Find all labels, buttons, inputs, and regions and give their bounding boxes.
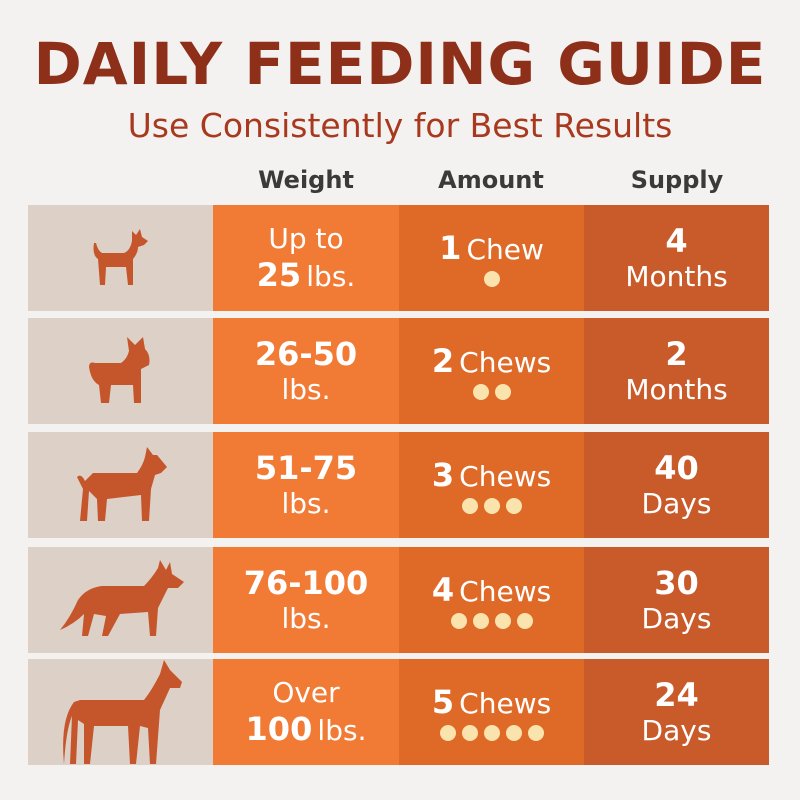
great-dane-icon [56, 659, 186, 765]
amount-unit: Chews [459, 459, 552, 493]
weight-unit: lbs. [281, 602, 331, 636]
weight-label: 51-75 [254, 449, 358, 487]
weight-label: 76-100 [243, 564, 369, 602]
chew-icon [450, 613, 467, 630]
supply-value: 30 [654, 564, 699, 602]
supply-cell: 30 Days [584, 547, 769, 653]
chew-icon [439, 725, 456, 742]
table-row: 76-100 lbs. 4 Chews 30 Days [28, 547, 769, 653]
weight-cell: 76-100 lbs. [213, 547, 399, 653]
amount-cell: 4 Chews [399, 547, 584, 653]
weight-value: 100 [245, 709, 313, 748]
amount-unit: Chews [459, 686, 552, 720]
weight-unit: lbs. [306, 259, 356, 293]
chew-icon [472, 384, 489, 401]
chew-icon [483, 725, 500, 742]
chew-dots [472, 384, 511, 401]
amount-cell: 2 Chews [399, 318, 584, 424]
chew-icon [483, 271, 500, 288]
table-row: 51-75 lbs. 3 Chews 40 Days [28, 432, 769, 538]
weight-label: Up to [268, 222, 344, 255]
supply-unit: Days [641, 714, 712, 748]
header-amount: Amount [438, 166, 544, 194]
header-supply: Supply [630, 166, 724, 194]
chew-dots [483, 271, 500, 288]
chew-icon [505, 725, 522, 742]
supply-unit: Days [641, 487, 712, 521]
supply-value: 24 [654, 676, 699, 714]
supply-cell: 4 Months [584, 205, 769, 311]
chew-icon [461, 725, 478, 742]
dog-cell [28, 547, 213, 653]
chew-dots [450, 613, 533, 630]
amount-value: 3 [431, 455, 455, 494]
supply-unit: Months [625, 260, 728, 294]
table-row: 26-50 lbs. 2 Chews 2 Months [28, 318, 769, 424]
amount-value: 4 [431, 570, 455, 609]
supply-value: 4 [665, 222, 688, 260]
header-weight: Weight [258, 166, 354, 194]
weight-unit: lbs. [281, 373, 331, 407]
amount-unit: Chew [466, 232, 544, 266]
dog-cell [28, 432, 213, 538]
chew-dots [439, 725, 544, 742]
chew-icon [483, 498, 500, 515]
supply-value: 40 [654, 449, 699, 487]
weight-unit: lbs. [317, 713, 367, 747]
dog-cell [28, 205, 213, 311]
weight-unit: lbs. [281, 487, 331, 521]
supply-unit: Days [641, 602, 712, 636]
supply-cell: 40 Days [584, 432, 769, 538]
amount-cell: 1 Chew [399, 205, 584, 311]
chew-icon [494, 613, 511, 630]
supply-cell: 2 Months [584, 318, 769, 424]
weight-value: 25 [256, 255, 302, 294]
weight-cell: 51-75 lbs. [213, 432, 399, 538]
amount-value: 2 [431, 341, 455, 380]
weight-cell: Over 100 lbs. [213, 659, 399, 765]
table-row: Over 100 lbs. 5 Chews 24 Days [28, 659, 769, 765]
weight-label: Over [272, 676, 340, 709]
amount-value: 1 [439, 228, 462, 267]
chew-icon [461, 498, 478, 515]
pitbull-icon [71, 443, 171, 528]
amount-unit: Chews [459, 345, 552, 379]
weight-cell: Up to 25 lbs. [213, 205, 399, 311]
amount-cell: 5 Chews [399, 659, 584, 765]
chew-icon [472, 613, 489, 630]
chew-icon [494, 384, 511, 401]
dog-cell [28, 659, 213, 765]
supply-cell: 24 Days [584, 659, 769, 765]
chew-dots [461, 498, 522, 515]
amount-value: 5 [431, 682, 455, 721]
amount-cell: 3 Chews [399, 432, 584, 538]
chihuahua-icon [86, 223, 156, 293]
page-title: DAILY FEEDING GUIDE [33, 30, 767, 98]
amount-unit: Chews [459, 574, 552, 608]
chew-icon [505, 498, 522, 515]
supply-unit: Months [625, 373, 728, 407]
page-subtitle: Use Consistently for Best Results [127, 106, 673, 145]
weight-label: 26-50 [254, 335, 358, 373]
german-shepherd-icon [56, 560, 186, 640]
chew-icon [516, 613, 533, 630]
table-row: Up to 25 lbs. 1 Chew 4 Months [28, 205, 769, 311]
french-bulldog-icon [81, 331, 161, 411]
supply-value: 2 [665, 335, 688, 373]
chew-icon [527, 725, 544, 742]
weight-cell: 26-50 lbs. [213, 318, 399, 424]
dog-cell [28, 318, 213, 424]
